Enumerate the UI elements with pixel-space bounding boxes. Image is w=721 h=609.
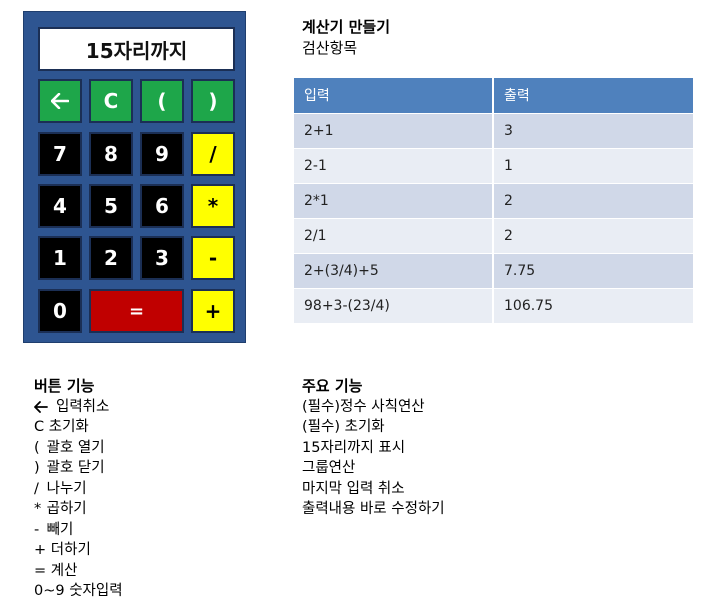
digit-4-button[interactable]: 4 <box>38 184 82 228</box>
list-item: ) 괄호 닫기 <box>34 458 123 479</box>
list-item: C 초기화 <box>34 417 123 438</box>
list-item: 0~9 숫자입력 <box>34 581 123 602</box>
table-row: 2+(3/4)+5 7.75 <box>294 252 693 288</box>
digit-3-button[interactable]: 3 <box>140 236 184 280</box>
list-item: (필수) 초기화 <box>302 419 385 435</box>
digit-5-button[interactable]: 5 <box>89 184 133 228</box>
list-item-text: 나누기 <box>46 480 87 497</box>
list-item-text: 괄호 닫기 <box>46 460 105 476</box>
output-cell: 7.75 <box>493 252 693 288</box>
list-item-text: 곱하기 <box>46 501 87 517</box>
list-item: 15자리까지 표시 <box>302 439 406 456</box>
page-title: 계산기 만들기 <box>302 18 391 36</box>
backspace-button[interactable] <box>38 79 82 123</box>
list-item: 입력취소 <box>34 397 123 418</box>
clear-button[interactable]: C <box>89 79 133 123</box>
table-row: 2*1 2 <box>294 182 693 218</box>
list-item-text: 입력취소 <box>56 398 110 415</box>
list-item-text: 빼기 <box>46 521 74 538</box>
list-item: * 곱하기 <box>34 499 123 520</box>
list-item-symbol: - <box>34 521 40 538</box>
button-functions-title: 버튼 기능 <box>34 377 95 395</box>
list-item-text: 숫자입력 <box>69 583 123 599</box>
digit-1-button[interactable]: 1 <box>38 236 82 280</box>
digit-6-button[interactable]: 6 <box>140 184 184 228</box>
table-row: 98+3-(23/4) 106.75 <box>294 287 693 323</box>
list-item-text: 괄호 열기 <box>46 439 105 456</box>
list-item-symbol: ( <box>34 439 40 456</box>
equals-button[interactable]: = <box>89 289 184 333</box>
list-item-symbol: / <box>34 480 39 497</box>
list-item-text: 더하기 <box>50 542 91 558</box>
table-row: 2/1 2 <box>294 217 693 253</box>
output-cell: 106.75 <box>493 287 693 323</box>
list-item: (필수)정수 사칙연산 <box>302 398 425 415</box>
list-item: - 빼기 <box>34 520 123 541</box>
output-cell: 2 <box>493 217 693 253</box>
input-cell: 2*1 <box>294 182 494 218</box>
list-item: + 더하기 <box>34 540 123 561</box>
output-cell: 1 <box>493 147 693 183</box>
list-item-symbol: + <box>34 542 47 558</box>
input-cell: 98+3-(23/4) <box>294 287 494 323</box>
list-item-symbol: ) <box>34 460 40 476</box>
output-cell: 3 <box>493 112 693 148</box>
input-cell: 2+(3/4)+5 <box>294 252 494 288</box>
page-subtitle: 검산항목 <box>302 39 358 57</box>
table-row: 2-1 1 <box>294 147 693 183</box>
digit-7-button[interactable]: 7 <box>38 132 82 176</box>
list-item: = 계산 <box>34 561 123 582</box>
header: 계산기 만들기 검산항목 <box>302 17 390 59</box>
main-features-list: 주요 기능 (필수)정수 사칙연산 (필수) 초기화 15자리까지 표시 그룹연… <box>302 376 445 520</box>
multiply-button[interactable]: * <box>191 184 235 228</box>
digit-0-button[interactable]: 0 <box>38 289 82 333</box>
close-paren-button[interactable]: ) <box>191 79 235 123</box>
main-features-title: 주요 기능 <box>302 377 363 395</box>
column-header-input: 입력 <box>294 78 494 113</box>
open-paren-button[interactable]: ( <box>140 79 184 123</box>
digit-8-button[interactable]: 8 <box>89 132 133 176</box>
list-item: / 나누기 <box>34 479 123 500</box>
input-cell: 2-1 <box>294 147 494 183</box>
io-table: 입력 출력 2+1 3 2-1 1 2*1 2 2/1 2 2+(3/4)+5 … <box>294 78 693 323</box>
calculator-display: 15자리까지 <box>38 27 235 71</box>
plus-button[interactable]: + <box>191 289 235 333</box>
list-item-symbol: 0~9 <box>34 583 65 599</box>
list-item: 출력내용 바로 수정하기 <box>302 501 445 517</box>
list-item-symbol: C <box>34 419 45 435</box>
table-row: 2+1 3 <box>294 112 693 148</box>
list-item-symbol: * <box>34 501 42 517</box>
list-item: ( 괄호 열기 <box>34 438 123 459</box>
digit-2-button[interactable]: 2 <box>89 236 133 280</box>
table-header-row: 입력 출력 <box>294 78 693 113</box>
divide-button[interactable]: / <box>191 132 235 176</box>
list-item: 마지막 입력 취소 <box>302 480 405 497</box>
button-functions-list: 버튼 기능 입력취소 C 초기화 ( 괄호 열기 ) 괄호 닫기 / 나누기 *… <box>34 376 123 602</box>
arrow-left-icon <box>51 93 69 109</box>
minus-button[interactable]: - <box>191 236 235 280</box>
input-cell: 2+1 <box>294 112 494 148</box>
column-header-output: 출력 <box>493 78 693 113</box>
arrow-left-icon <box>34 400 56 413</box>
list-item: 그룹연산 <box>302 460 356 476</box>
output-cell: 2 <box>493 182 693 218</box>
list-item-symbol: = <box>34 562 47 579</box>
digit-9-button[interactable]: 9 <box>140 132 184 176</box>
list-item-text: 초기화 <box>48 419 89 435</box>
input-cell: 2/1 <box>294 217 494 253</box>
calculator: 15자리까지 C ( ) 7 8 9 / 4 5 6 * 1 2 3 - 0 =… <box>23 11 246 343</box>
list-item-text: 계산 <box>50 562 78 579</box>
